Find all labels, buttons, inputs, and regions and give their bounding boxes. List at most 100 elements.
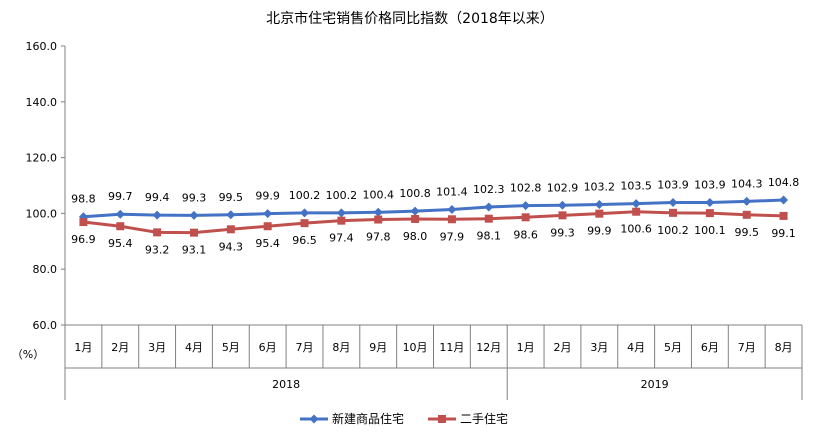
- series-point-0: [373, 207, 383, 217]
- chart-title: 北京市住宅销售价格同比指数（2018年以来）: [266, 10, 554, 27]
- data-label-0: 103.9: [694, 179, 726, 192]
- data-label-0: 104.3: [731, 177, 763, 190]
- x-tick-label: 1月: [517, 341, 535, 354]
- series-point-0: [779, 195, 789, 205]
- y-tick-label: 80.0: [33, 263, 58, 276]
- series-line-0: [83, 198, 784, 219]
- data-label-1: 95.4: [255, 237, 280, 250]
- data-label-0: 100.4: [362, 188, 394, 201]
- series-point-0: [263, 209, 273, 219]
- data-label-0: 103.9: [657, 179, 689, 192]
- data-labels: 98.8 99.7 99.4 99.3 99.5 99.9 100.2 100.2 100.4 1…: [71, 176, 799, 257]
- series-point-1: [705, 209, 714, 218]
- data-label-1: 100.1: [694, 224, 726, 237]
- series-point-0: [300, 208, 310, 218]
- data-label-1: 97.9: [440, 230, 465, 243]
- x-axis: 1月 2月 3月 4月 5月 6月 7月 8月 9月 10月 11月 12月 1月 2月 3月 4月 5月 6月 7…: [64, 324, 803, 400]
- x-tick-label: 2月: [111, 341, 129, 354]
- series-point-1: [263, 222, 272, 231]
- data-label-1: 99.5: [734, 226, 759, 239]
- data-label-1: 100.6: [620, 223, 652, 236]
- data-label-0: 102.3: [473, 183, 505, 196]
- series-point-1: [447, 215, 456, 224]
- series-point-1: [189, 228, 198, 237]
- legend: 新建商品住宅 二手住宅: [300, 411, 508, 426]
- data-label-0: 99.7: [108, 190, 133, 203]
- series-point-1: [632, 207, 641, 216]
- y-tick-label: 160.0: [26, 40, 58, 53]
- series-point-1: [521, 213, 530, 222]
- x-tick-label: 4月: [185, 341, 203, 354]
- series-point-1: [116, 222, 125, 231]
- y-tick-label: 60.0: [33, 319, 58, 332]
- data-label-1: 96.9: [71, 233, 96, 246]
- series-point-0: [484, 202, 494, 212]
- data-label-1: 99.3: [550, 226, 575, 239]
- y-tick-label: 140.0: [26, 96, 58, 109]
- series-point-1: [411, 214, 420, 223]
- data-label-0: 100.2: [289, 189, 321, 202]
- x-group-label: 2019: [641, 378, 669, 391]
- series-line-1: [83, 210, 784, 235]
- x-tick-label: 6月: [701, 341, 719, 354]
- data-label-0: 99.9: [255, 190, 280, 203]
- series-point-0: [557, 200, 567, 210]
- x-tick-label: 11月: [439, 341, 464, 354]
- data-label-1: 100.2: [657, 224, 689, 237]
- series-point-1: [669, 208, 678, 217]
- x-tick-label: 4月: [627, 341, 645, 354]
- data-label-1: 94.3: [219, 240, 244, 253]
- series-point-0: [115, 209, 125, 219]
- data-label-0: 99.4: [145, 191, 170, 204]
- x-tick-label: 7月: [738, 341, 756, 354]
- x-tick-label: 10月: [403, 341, 428, 354]
- series-point-0: [447, 204, 457, 214]
- x-tick-label: 9月: [369, 341, 387, 354]
- series-point-0: [336, 208, 346, 218]
- series-point-1: [742, 210, 751, 219]
- data-label-1: 95.4: [108, 237, 133, 250]
- data-label-0: 103.2: [584, 180, 616, 193]
- data-label-0: 100.2: [326, 189, 358, 202]
- data-label-1: 93.1: [182, 244, 207, 257]
- data-label-0: 102.9: [547, 181, 579, 194]
- x-tick-label: 8月: [332, 341, 350, 354]
- data-label-1: 99.9: [587, 225, 612, 238]
- y-tick-label: 100.0: [26, 207, 58, 220]
- data-label-0: 98.8: [71, 193, 96, 206]
- x-group-label: 2018: [272, 378, 300, 391]
- series-point-0: [521, 201, 531, 211]
- data-label-0: 103.5: [620, 180, 652, 193]
- data-label-1: 98.1: [477, 230, 502, 243]
- x-tick-label: 1月: [74, 341, 92, 354]
- series-point-1: [79, 218, 88, 227]
- x-tick-label: 7月: [296, 341, 314, 354]
- data-label-1: 97.8: [366, 231, 391, 244]
- data-label-0: 99.5: [219, 191, 244, 204]
- series-point-1: [558, 211, 567, 220]
- y-axis: 60.0 80.0 100.0 120.0 140.0 160.0 （%）: [12, 40, 66, 361]
- series-point-0: [410, 206, 420, 216]
- legend-marker-1: [438, 415, 446, 423]
- data-label-1: 98.6: [513, 228, 538, 241]
- series-point-1: [337, 216, 346, 225]
- data-label-0: 99.3: [182, 191, 207, 204]
- series-point-0: [631, 199, 641, 209]
- series-point-1: [153, 228, 162, 237]
- series-point-0: [742, 196, 752, 206]
- x-tick-label: 5月: [222, 341, 240, 354]
- data-label-0: 100.8: [399, 187, 431, 200]
- data-label-1: 98.0: [403, 230, 428, 243]
- series-point-1: [300, 219, 309, 228]
- x-tick-label: 5月: [664, 341, 682, 354]
- data-label-0: 101.4: [436, 185, 468, 198]
- x-tick-label: 12月: [476, 341, 501, 354]
- data-label-1: 96.5: [292, 234, 317, 247]
- x-tick-label: 8月: [775, 341, 793, 354]
- x-tick-label: 3月: [148, 341, 166, 354]
- legend-label-1: 二手住宅: [460, 411, 508, 426]
- legend-marker-0: [309, 414, 319, 424]
- series-point-0: [594, 199, 604, 209]
- data-label-1: 99.1: [771, 227, 796, 240]
- series-point-1: [595, 209, 604, 218]
